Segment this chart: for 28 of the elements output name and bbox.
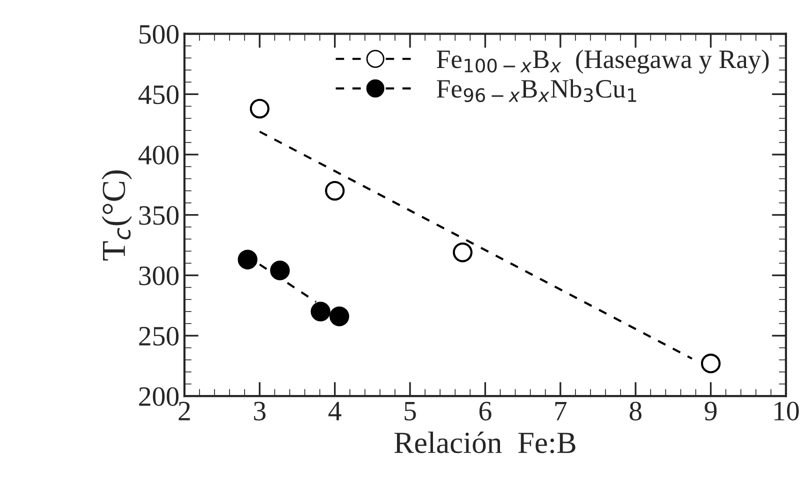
- point: [238, 250, 258, 270]
- point: [330, 306, 350, 326]
- x-axis-title: Relación Fe:B: [394, 432, 576, 454]
- point: [310, 302, 330, 322]
- y-tick-label: 500: [140, 24, 179, 44]
- point: [270, 260, 290, 280]
- legend-label: Fe$_{96−x}$B$_{x}$Nb$_{3}$Cu$_{1}$: [436, 79, 636, 102]
- x-tick-label: 7: [555, 402, 567, 420]
- y-tick-label: 250: [139, 326, 179, 346]
- y-tick-label: 450: [138, 85, 179, 104]
- x-tick-label: 6: [479, 402, 492, 420]
- x-tick-label: 9: [704, 402, 717, 420]
- x-tick-label: 5: [404, 402, 416, 420]
- y-tick-label: 300: [139, 266, 179, 286]
- y-tick-label: 400: [138, 146, 179, 164]
- x-tick-label: 2: [178, 402, 190, 420]
- y-tick-label: 200: [139, 387, 179, 406]
- y-tick-label: 350: [139, 206, 179, 225]
- point: [452, 242, 472, 262]
- x-tick-label: 8: [630, 402, 642, 420]
- point: [700, 354, 721, 374]
- point: [325, 180, 345, 201]
- x-tick-label: 3: [254, 402, 266, 420]
- x-tick-label: 10: [774, 402, 799, 420]
- legend-label: Fe$_{100−x}$B$_{x}$ (Hasegawa y Ray): [436, 50, 769, 74]
- point: [250, 98, 270, 119]
- x-tick-label: 4: [328, 402, 342, 420]
- y-axis-title: T$_{c}$(°C): [102, 170, 132, 260]
